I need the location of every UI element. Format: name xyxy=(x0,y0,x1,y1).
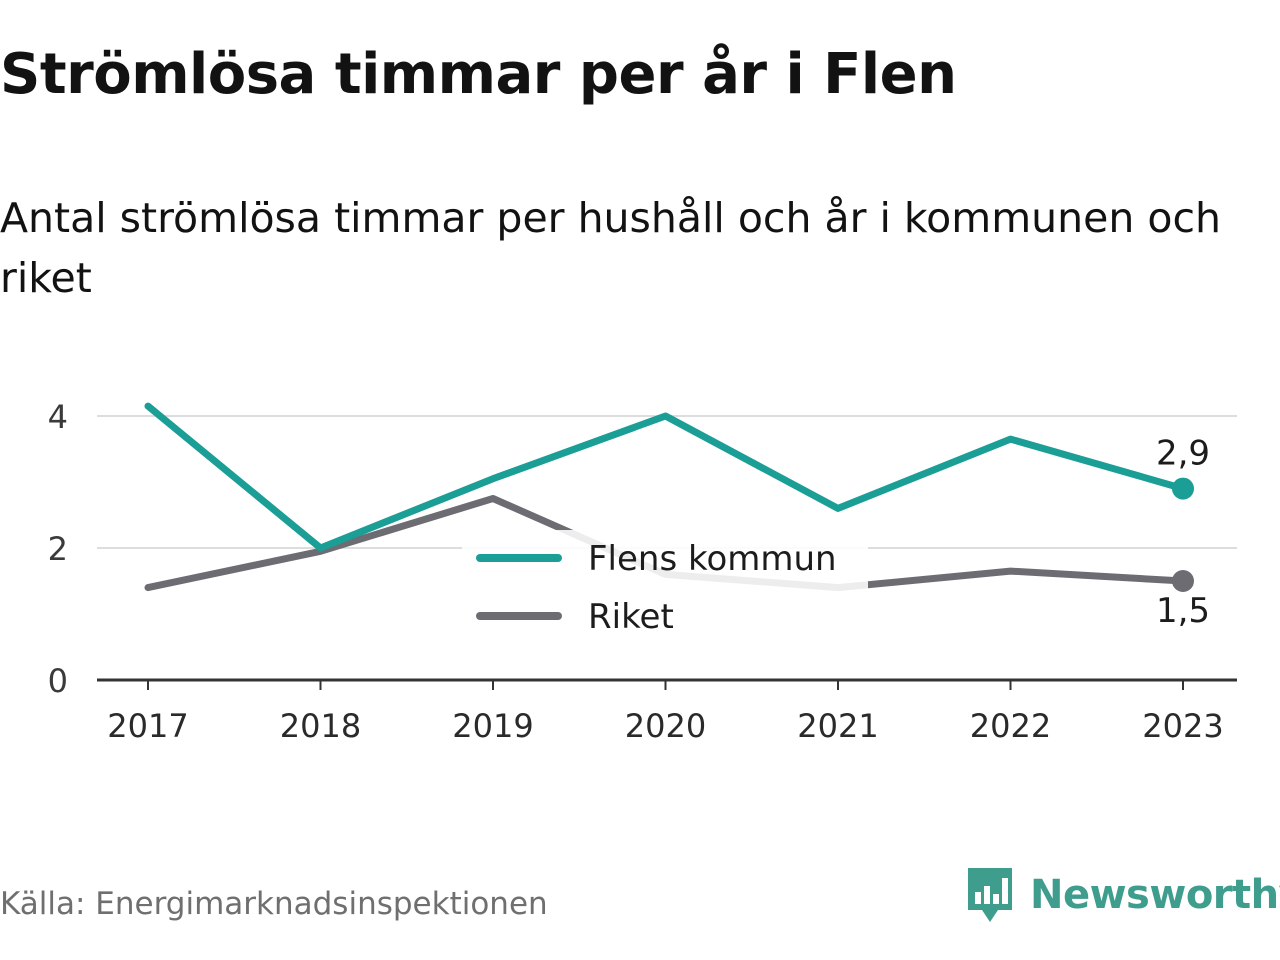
x-tick-label: 2021 xyxy=(797,707,878,745)
y-axis-ticks: 0 2 4 xyxy=(48,398,68,700)
x-tick-label: 2023 xyxy=(1142,707,1223,745)
end-points: 2,9 1,5 xyxy=(1156,434,1210,631)
gridlines xyxy=(97,415,1237,549)
y-tick-label: 0 xyxy=(48,662,68,700)
chart-subtitle: Antal strömlösa timmar per hushåll och å… xyxy=(0,194,1221,302)
end-point-flen xyxy=(1172,477,1194,500)
legend-backdrop xyxy=(462,530,868,648)
series-line-flen xyxy=(144,402,1187,552)
legend-label-flen: Flens kommun xyxy=(588,539,837,579)
end-label-riket: 1,5 xyxy=(1156,591,1210,631)
x-tick-label: 2022 xyxy=(970,707,1051,745)
brand-logo: Newsworthy xyxy=(964,864,1280,926)
y-tick-label: 2 xyxy=(48,530,68,568)
newsworthy-logo-icon xyxy=(968,868,1012,922)
x-tick-label: 2018 xyxy=(280,707,361,745)
legend-label-riket: Riket xyxy=(588,597,674,637)
brand-name: Newsworthy xyxy=(1030,872,1280,918)
x-axis: 2017 2018 2019 2020 2021 2022 2023 xyxy=(97,678,1237,745)
end-point-riket xyxy=(1172,570,1194,592)
source-note: Källa: Energimarknadsinspektionen xyxy=(0,886,548,922)
x-tick-label: 2020 xyxy=(625,707,706,745)
x-tick-label: 2019 xyxy=(452,707,533,745)
legend: Flens kommun Riket xyxy=(462,530,868,648)
chart-title: Strömlösa timmar per år i Flen xyxy=(0,42,957,107)
y-tick-label: 4 xyxy=(48,398,68,436)
x-tick-label: 2017 xyxy=(107,707,188,745)
end-label-flen: 2,9 xyxy=(1156,434,1210,474)
